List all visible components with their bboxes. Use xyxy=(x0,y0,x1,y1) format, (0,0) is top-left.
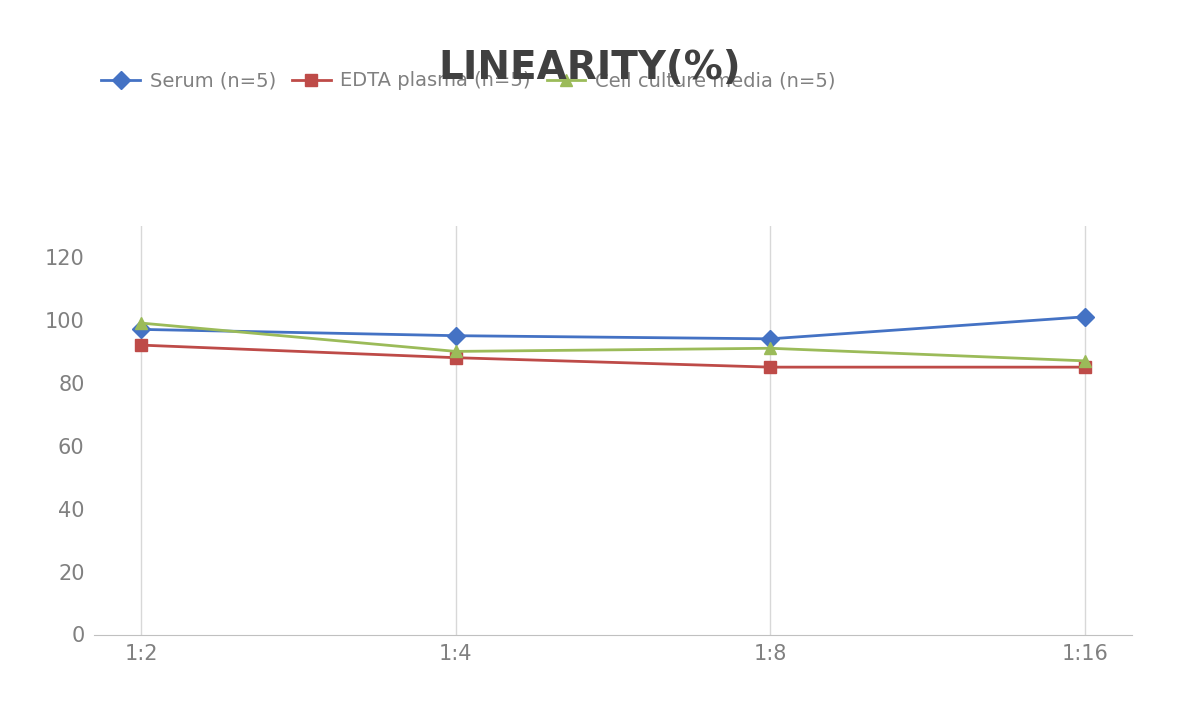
Serum (n=5) xyxy=(1078,312,1092,321)
Line: EDTA plasma (n=5): EDTA plasma (n=5) xyxy=(136,339,1091,374)
Legend: Serum (n=5), EDTA plasma (n=5), Cell culture media (n=5): Serum (n=5), EDTA plasma (n=5), Cell cul… xyxy=(93,63,843,98)
EDTA plasma (n=5) xyxy=(134,341,149,350)
Cell culture media (n=5) xyxy=(1078,357,1092,365)
EDTA plasma (n=5) xyxy=(1078,363,1092,372)
Serum (n=5) xyxy=(763,335,777,343)
Cell culture media (n=5) xyxy=(763,344,777,352)
EDTA plasma (n=5) xyxy=(449,353,463,362)
EDTA plasma (n=5) xyxy=(763,363,777,372)
Serum (n=5) xyxy=(449,331,463,340)
Cell culture media (n=5) xyxy=(449,347,463,355)
Cell culture media (n=5) xyxy=(134,319,149,327)
Text: LINEARITY(%): LINEARITY(%) xyxy=(439,49,740,87)
Line: Cell culture media (n=5): Cell culture media (n=5) xyxy=(136,317,1091,367)
Line: Serum (n=5): Serum (n=5) xyxy=(136,311,1091,345)
Serum (n=5) xyxy=(134,325,149,333)
